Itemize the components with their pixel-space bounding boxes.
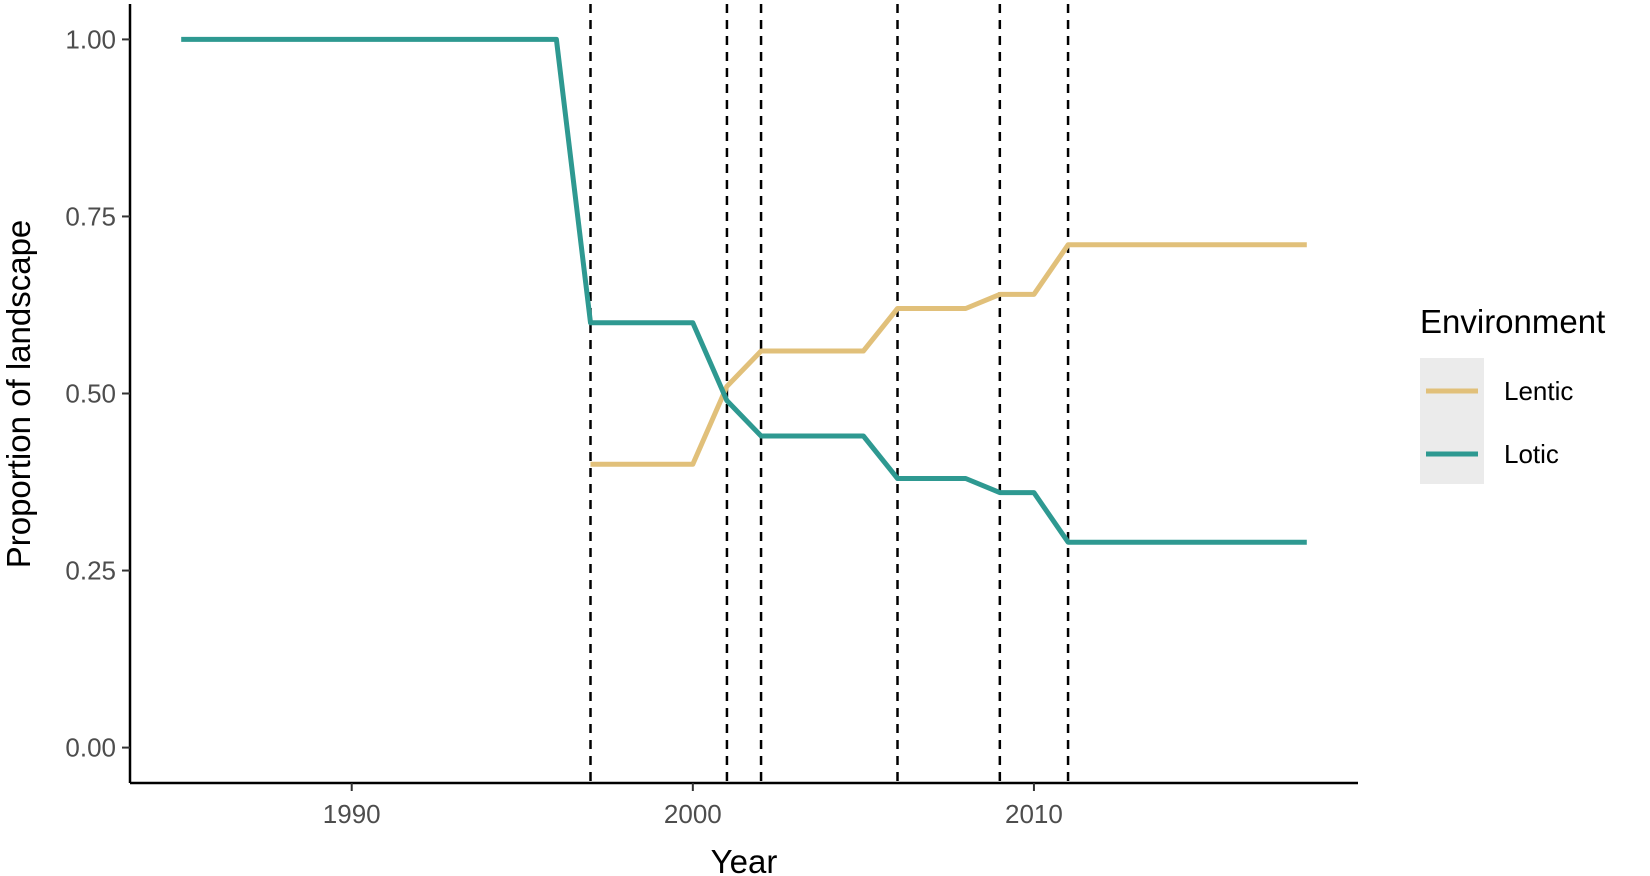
- series-lines: [181, 36, 1307, 545]
- x-tick-label: 1990: [323, 799, 381, 829]
- legend-label: Lotic: [1504, 439, 1559, 469]
- legend-label: Lentic: [1504, 376, 1573, 406]
- legend-key-background: [1420, 358, 1484, 484]
- x-axis-title: Year: [711, 843, 778, 876]
- vertical-reference-lines: [589, 4, 1070, 783]
- y-tick-label: 0.00: [65, 733, 116, 763]
- series-line-lotic: [181, 36, 1307, 545]
- y-tick-label: 0.50: [65, 379, 116, 409]
- legend-items: Lentic Lotic: [1426, 376, 1573, 469]
- x-tick-label: 2000: [664, 799, 722, 829]
- y-axis-ticks: 0.00 0.25 0.50 0.75 1.00: [65, 24, 130, 763]
- y-tick-label: 1.00: [65, 24, 116, 54]
- y-tick-label: 0.75: [65, 201, 116, 231]
- legend-title: Environment: [1420, 303, 1605, 340]
- y-tick-label: 0.25: [65, 556, 116, 586]
- x-tick-label: 2010: [1005, 799, 1063, 829]
- legend: Environment Lentic Lotic: [1420, 303, 1605, 484]
- x-axis-ticks: 1990 2000 2010: [323, 783, 1063, 829]
- y-axis-title: Proportion of landscape: [0, 220, 37, 569]
- series-line-lentic: [590, 242, 1307, 467]
